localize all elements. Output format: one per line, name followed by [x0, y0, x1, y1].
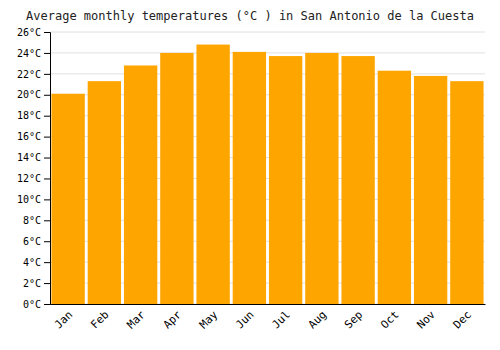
y-tick-label: 18°C	[17, 110, 41, 121]
y-tick: 12°C	[17, 173, 50, 184]
y-tick: 26°C	[17, 27, 50, 38]
y-tick-mark	[44, 137, 50, 138]
grid	[50, 32, 485, 304]
grid-line	[50, 73, 485, 74]
y-tick: 22°C	[17, 69, 50, 80]
y-tick-label: 22°C	[17, 69, 41, 80]
y-tick-mark	[44, 32, 50, 33]
x-tick: Dec	[451, 308, 474, 331]
x-tick: Jul	[270, 308, 293, 331]
y-tick-label: 10°C	[17, 194, 41, 205]
x-tick: Apr	[161, 308, 185, 332]
x-tick-label: Mar	[125, 308, 149, 332]
y-tick-label: 0°C	[23, 299, 41, 310]
x-tick-label: Aug	[306, 308, 329, 331]
x-tick-label: Jul	[270, 308, 293, 331]
y-tick: 6°C	[23, 236, 50, 247]
y-tick-mark	[44, 262, 50, 263]
x-tick-label: Nov	[415, 308, 439, 332]
bar	[160, 53, 193, 304]
y-tick-label: 6°C	[23, 236, 41, 247]
bar	[196, 45, 229, 304]
y-tick-mark	[44, 220, 50, 221]
x-tick: Feb	[88, 308, 111, 331]
y-tick-mark	[44, 158, 50, 159]
y-tick-mark	[44, 178, 50, 179]
x-tick: Jun	[233, 308, 256, 331]
y-tick: 18°C	[17, 110, 50, 121]
y-tick-label: 26°C	[17, 27, 41, 38]
bar	[88, 81, 121, 304]
bar	[51, 94, 84, 304]
x-tick-label: May	[197, 308, 221, 332]
bar	[341, 56, 374, 304]
y-tick-label: 4°C	[23, 257, 41, 268]
x-tick: Oct	[378, 308, 401, 331]
y-tick-mark	[44, 241, 50, 242]
x-tick: May	[197, 308, 221, 332]
y-tick: 20°C	[17, 89, 50, 100]
y-tick-mark	[44, 116, 50, 117]
y-tick-label: 12°C	[17, 173, 41, 184]
y-tick-label: 24°C	[17, 48, 41, 59]
bar	[414, 76, 447, 304]
y-tick-label: 2°C	[23, 278, 41, 289]
y-tick-mark	[44, 283, 50, 284]
y-tick-label: 14°C	[17, 152, 41, 163]
x-tick: Aug	[306, 308, 329, 331]
y-tick: 0°C	[23, 299, 50, 310]
x-tick-label: Dec	[451, 308, 474, 331]
title: Average monthly temperatures (°C ) in Sa…	[26, 9, 474, 23]
y-tick: 8°C	[23, 215, 50, 226]
x-tick-label: Apr	[161, 308, 185, 332]
grid-line	[50, 32, 485, 33]
chart: Average monthly temperatures (°C ) in Sa…	[0, 0, 500, 350]
x-tick: Sep	[342, 308, 365, 331]
y-axis: 0°C 2°C 4°C 6°C 8°C 10°C 12°C 14°C 16°C 18°C 20°C 2…	[17, 27, 51, 310]
x-axis-line	[51, 304, 486, 305]
bar	[269, 56, 302, 304]
bars	[51, 45, 483, 304]
y-tick: 4°C	[23, 257, 50, 268]
y-tick-mark	[44, 304, 50, 305]
x-tick: Jan	[52, 308, 75, 331]
bar	[378, 71, 411, 304]
bar	[124, 65, 157, 304]
y-tick: 24°C	[17, 48, 50, 59]
y-tick: 2°C	[23, 278, 50, 289]
y-tick-mark	[44, 53, 50, 54]
x-tick-label: Jan	[52, 308, 75, 331]
y-tick-mark	[44, 199, 50, 200]
grid-line	[50, 52, 485, 53]
y-tick: 10°C	[17, 194, 50, 205]
y-tick-label: 16°C	[17, 131, 41, 142]
plot: Jan Feb Mar Apr May Jun Jul Aug Sep Oct Nov Dec 0°C 2…	[17, 27, 486, 332]
y-axis-line	[44, 33, 51, 305]
y-tick-label: 8°C	[23, 215, 41, 226]
x-tick: Mar	[125, 308, 149, 332]
bar	[450, 81, 483, 304]
y-tick-mark	[44, 74, 50, 75]
x-tick-label: Feb	[88, 308, 111, 331]
y-tick: 14°C	[17, 152, 50, 163]
y-tick: 16°C	[17, 131, 50, 142]
bar	[305, 53, 338, 304]
bar	[233, 52, 266, 304]
x-tick-label: Oct	[378, 308, 401, 331]
y-tick-mark	[44, 95, 50, 96]
x-tick-label: Jun	[233, 308, 256, 331]
x-tick-label: Sep	[342, 308, 365, 331]
y-tick-label: 20°C	[17, 89, 41, 100]
x-tick: Nov	[415, 308, 439, 332]
x-axis: Jan Feb Mar Apr May Jun Jul Aug Sep Oct Nov Dec	[51, 305, 486, 332]
